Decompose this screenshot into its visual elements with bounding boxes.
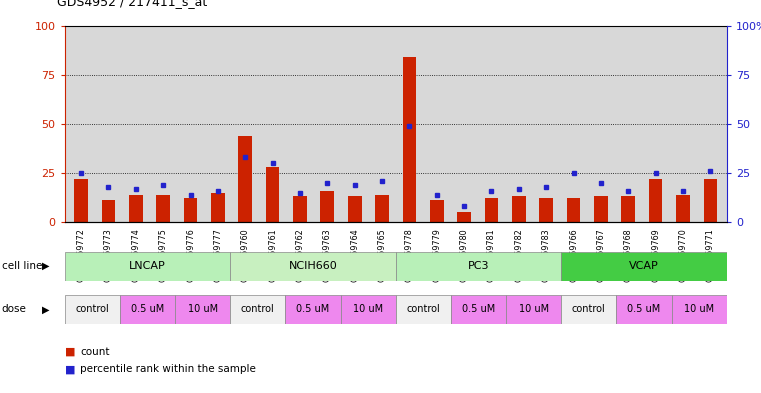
Bar bbox=[403, 57, 416, 222]
Text: percentile rank within the sample: percentile rank within the sample bbox=[80, 364, 256, 375]
Text: 0.5 uM: 0.5 uM bbox=[131, 305, 164, 314]
Text: control: control bbox=[406, 305, 440, 314]
Bar bbox=[129, 195, 142, 222]
Text: ▶: ▶ bbox=[42, 305, 49, 314]
Bar bbox=[540, 198, 553, 222]
Text: ■: ■ bbox=[65, 347, 75, 357]
Text: GDS4952 / 217411_s_at: GDS4952 / 217411_s_at bbox=[57, 0, 207, 8]
Bar bbox=[561, 252, 727, 281]
Bar bbox=[649, 179, 663, 222]
Bar bbox=[594, 196, 608, 222]
Text: cell line: cell line bbox=[2, 261, 42, 271]
Text: control: control bbox=[572, 305, 606, 314]
Bar bbox=[567, 198, 581, 222]
Bar bbox=[119, 295, 175, 324]
Text: 0.5 uM: 0.5 uM bbox=[462, 305, 495, 314]
Text: dose: dose bbox=[2, 305, 27, 314]
Text: ▶: ▶ bbox=[42, 261, 49, 271]
Bar bbox=[671, 295, 727, 324]
Bar bbox=[230, 252, 396, 281]
Bar bbox=[285, 295, 341, 324]
Bar bbox=[616, 295, 671, 324]
Bar bbox=[348, 196, 361, 222]
Bar bbox=[457, 212, 471, 222]
Text: 10 uM: 10 uM bbox=[518, 305, 549, 314]
Bar bbox=[266, 167, 279, 222]
Bar bbox=[512, 196, 526, 222]
Bar bbox=[703, 179, 717, 222]
Bar bbox=[211, 193, 224, 222]
Text: 0.5 uM: 0.5 uM bbox=[627, 305, 661, 314]
Text: count: count bbox=[80, 347, 110, 357]
Text: 10 uM: 10 uM bbox=[353, 305, 384, 314]
Text: 10 uM: 10 uM bbox=[684, 305, 715, 314]
Bar bbox=[676, 195, 689, 222]
Bar bbox=[65, 295, 119, 324]
Bar bbox=[238, 136, 252, 222]
Bar bbox=[156, 195, 170, 222]
Bar bbox=[430, 200, 444, 222]
Text: PC3: PC3 bbox=[468, 261, 489, 271]
Bar bbox=[65, 252, 230, 281]
Bar bbox=[230, 295, 285, 324]
Text: control: control bbox=[241, 305, 275, 314]
Bar bbox=[293, 196, 307, 222]
Bar bbox=[451, 295, 506, 324]
Text: VCAP: VCAP bbox=[629, 261, 659, 271]
Text: control: control bbox=[75, 305, 109, 314]
Bar bbox=[183, 198, 197, 222]
Text: NCIH660: NCIH660 bbox=[288, 261, 337, 271]
Bar bbox=[485, 198, 498, 222]
Text: LNCAP: LNCAP bbox=[129, 261, 166, 271]
Text: 10 uM: 10 uM bbox=[187, 305, 218, 314]
Bar bbox=[102, 200, 116, 222]
Bar bbox=[320, 191, 334, 222]
Bar bbox=[75, 179, 88, 222]
Text: ■: ■ bbox=[65, 364, 75, 375]
Bar bbox=[561, 295, 616, 324]
Text: 0.5 uM: 0.5 uM bbox=[296, 305, 330, 314]
Bar bbox=[396, 295, 451, 324]
Bar bbox=[175, 295, 230, 324]
Bar bbox=[506, 295, 561, 324]
Bar bbox=[622, 196, 635, 222]
Bar bbox=[396, 252, 561, 281]
Bar bbox=[340, 295, 396, 324]
Bar bbox=[375, 195, 389, 222]
